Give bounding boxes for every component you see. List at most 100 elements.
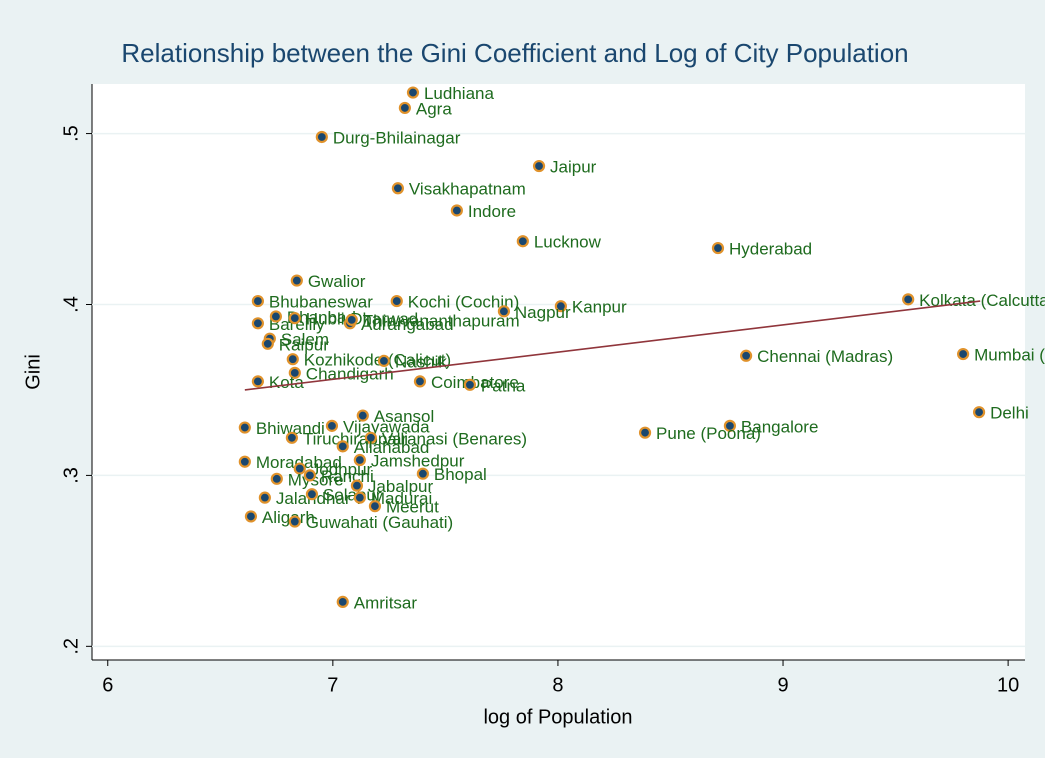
point	[238, 455, 251, 468]
point-label: Chandigarh	[306, 364, 394, 383]
y-axis-label: Gini	[22, 354, 44, 390]
point-label: Gwalior	[308, 272, 366, 291]
point	[413, 375, 427, 388]
point-label: Lucknow	[534, 233, 602, 252]
point-label: Aligarh	[262, 508, 315, 527]
point	[345, 313, 358, 326]
point	[315, 130, 328, 144]
point-label: Bhubaneswar	[269, 293, 373, 312]
point-label: Raipur	[279, 335, 329, 354]
point-label: Bangalore	[741, 417, 819, 436]
point	[261, 337, 274, 350]
y-tick-label: .3	[60, 467, 82, 484]
point	[377, 354, 391, 367]
point	[238, 421, 251, 434]
point-label: Agra	[416, 99, 452, 118]
point-label: Kozhikode (Calicut)	[304, 351, 451, 370]
point	[450, 204, 463, 217]
point-label: Pune (Poona)	[656, 424, 761, 443]
point-label: Salem	[281, 330, 329, 349]
point-label: Dhanbad	[287, 308, 356, 327]
point	[463, 378, 477, 391]
point-label: Chennai (Madras)	[757, 347, 893, 366]
point	[353, 453, 366, 467]
fit-line	[244, 300, 981, 391]
y-tick-label: .2	[60, 638, 82, 655]
point-label: Ludhiana	[424, 84, 495, 103]
point	[251, 317, 264, 330]
point	[356, 409, 369, 422]
point	[288, 515, 301, 528]
point	[368, 500, 382, 513]
point	[416, 467, 429, 480]
point	[288, 312, 301, 325]
point-label: Varanasi (Benares)	[382, 429, 527, 448]
point	[288, 366, 301, 379]
point	[902, 293, 915, 306]
point-label: Solapur	[323, 486, 382, 505]
point	[516, 235, 529, 248]
point-label: Hyderabad	[729, 240, 812, 259]
point-label: Durg-Bhilainagar	[333, 128, 461, 147]
point	[353, 491, 366, 504]
point	[391, 182, 404, 195]
point-label: Bhopal	[434, 465, 487, 484]
point	[711, 241, 725, 255]
point	[390, 294, 403, 308]
point-label: Mysore	[288, 470, 344, 489]
point-label: Jodhpur	[311, 460, 373, 479]
point-label: Kota	[269, 373, 305, 392]
point	[244, 510, 258, 523]
point-label: Bareilly	[269, 315, 325, 334]
point	[972, 406, 986, 419]
point	[350, 479, 364, 492]
point-label: Jamshedpur	[371, 452, 465, 471]
point-label: Asansol	[374, 407, 434, 426]
point	[325, 419, 339, 432]
point	[723, 419, 737, 432]
y-tick-label: .4	[60, 296, 82, 313]
plot-area	[92, 84, 1025, 660]
point	[638, 426, 652, 439]
point	[336, 440, 349, 453]
x-axis-label: log of Population	[483, 706, 632, 728]
point	[740, 349, 753, 362]
point	[957, 347, 970, 361]
point-label: Aurangabad	[361, 315, 454, 334]
x-tick-label: 10	[997, 674, 1019, 696]
point	[293, 462, 306, 475]
point	[269, 310, 282, 323]
point-label: Jaipur	[550, 158, 597, 177]
point-label: Vijayawada	[343, 417, 430, 436]
point-label: Kolkata (Calcutta)	[919, 291, 1045, 310]
point-label: Hubli-Dharwad	[306, 310, 418, 329]
point	[406, 86, 420, 99]
point-label: Amritsar	[354, 593, 418, 612]
point-label: Indore	[468, 202, 516, 221]
point-label: Ranchi	[321, 467, 374, 486]
point-label: Madurai	[371, 489, 432, 508]
point-label: Kanpur	[572, 298, 627, 317]
chart-title: Relationship between the Gini Coefficien…	[121, 38, 908, 68]
point	[364, 431, 377, 444]
x-tick-label: 9	[777, 674, 788, 696]
point	[336, 595, 349, 608]
point-label: Mumbai (Bombay)	[974, 346, 1045, 365]
point-label: Guwahati (Gauhati)	[306, 513, 453, 532]
x-tick-label: 6	[102, 674, 113, 696]
point-label: Nagpur	[515, 303, 571, 322]
point-label: Kochi (Cochin)	[408, 293, 519, 312]
point	[497, 305, 511, 318]
point	[398, 101, 411, 115]
point-label: Jabalpur	[368, 477, 434, 496]
point	[285, 431, 298, 444]
x-tick-label: 8	[552, 674, 563, 696]
point-label: Tiruchirappalli	[303, 429, 408, 448]
point-label: Meerut	[386, 498, 439, 517]
point	[270, 472, 283, 485]
point	[290, 274, 303, 287]
point-label: Visakhapatnam	[409, 180, 526, 199]
point-label: Bhiwandi	[256, 419, 325, 438]
point-label: Patna	[481, 376, 526, 395]
